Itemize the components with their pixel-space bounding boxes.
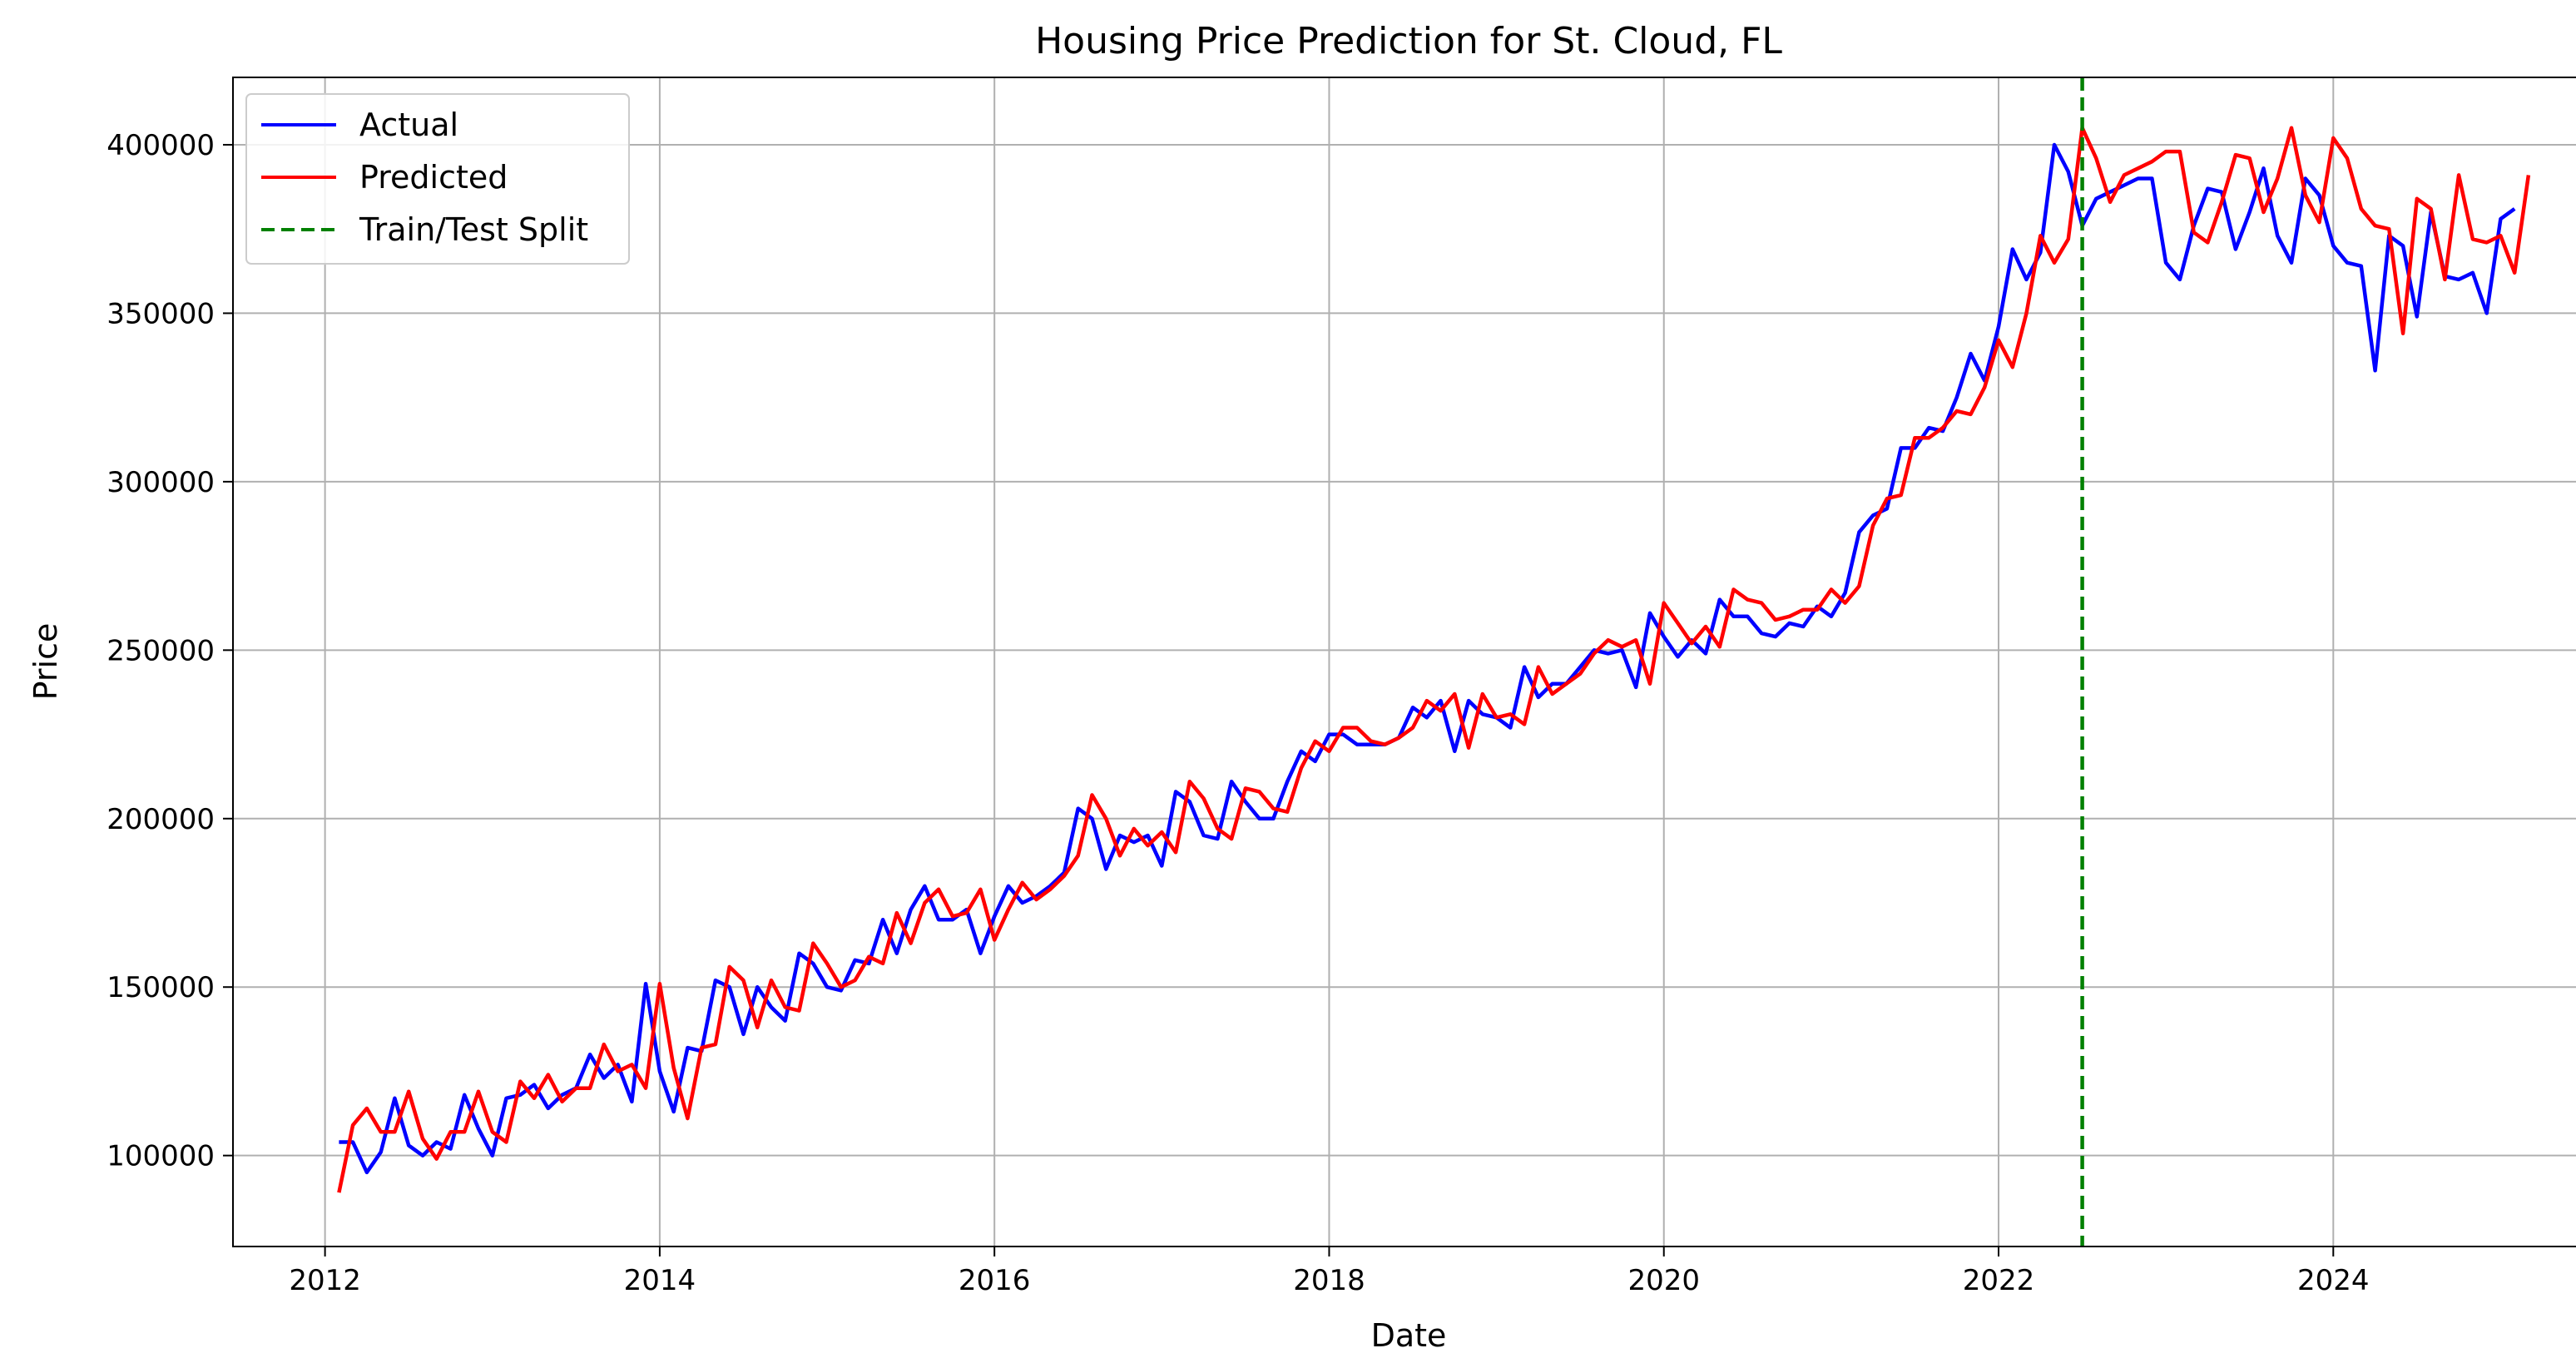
x-tick-label: 2018 bbox=[1293, 1264, 1365, 1297]
x-axis-ticks: 2012 2014 2016 2018 2020 2022 2024 bbox=[289, 1247, 2370, 1297]
y-axis-ticks: 100000 150000 200000 250000 300000 350000 4000… bbox=[107, 129, 233, 1173]
y-tick-label: 300000 bbox=[107, 466, 215, 499]
x-tick-label: 2014 bbox=[624, 1264, 696, 1297]
plot-frame bbox=[232, 77, 2576, 1247]
y-tick-label: 150000 bbox=[107, 971, 215, 1004]
x-tick-label: 2012 bbox=[289, 1264, 361, 1297]
y-tick-label: 250000 bbox=[107, 634, 215, 667]
legend-label-predicted: Predicted bbox=[359, 159, 508, 196]
x-tick-label: 2016 bbox=[959, 1264, 1031, 1297]
x-tick-label: 2020 bbox=[1627, 1264, 1700, 1297]
legend-label-split: Train/Test Split bbox=[359, 211, 588, 248]
x-axis-label: Date bbox=[1371, 1317, 1447, 1354]
y-tick-label: 400000 bbox=[107, 129, 215, 162]
y-tick-label: 100000 bbox=[107, 1140, 215, 1173]
series-line-predicted bbox=[337, 126, 2531, 1193]
y-axis-label: Price bbox=[27, 623, 64, 701]
legend-box bbox=[245, 93, 630, 265]
plot-lines bbox=[337, 126, 2531, 1193]
y-tick-label: 350000 bbox=[107, 297, 215, 330]
grid bbox=[233, 77, 2576, 1247]
y-tick-label: 200000 bbox=[107, 803, 215, 836]
legend: Actual Predicted Train/Test Split bbox=[245, 93, 630, 265]
chart-title: Housing Price Prediction for St. Cloud, … bbox=[1035, 20, 1782, 62]
x-tick-label: 2022 bbox=[1963, 1264, 2035, 1297]
x-tick-label: 2024 bbox=[2297, 1264, 2370, 1297]
legend-label-actual: Actual bbox=[359, 107, 458, 143]
